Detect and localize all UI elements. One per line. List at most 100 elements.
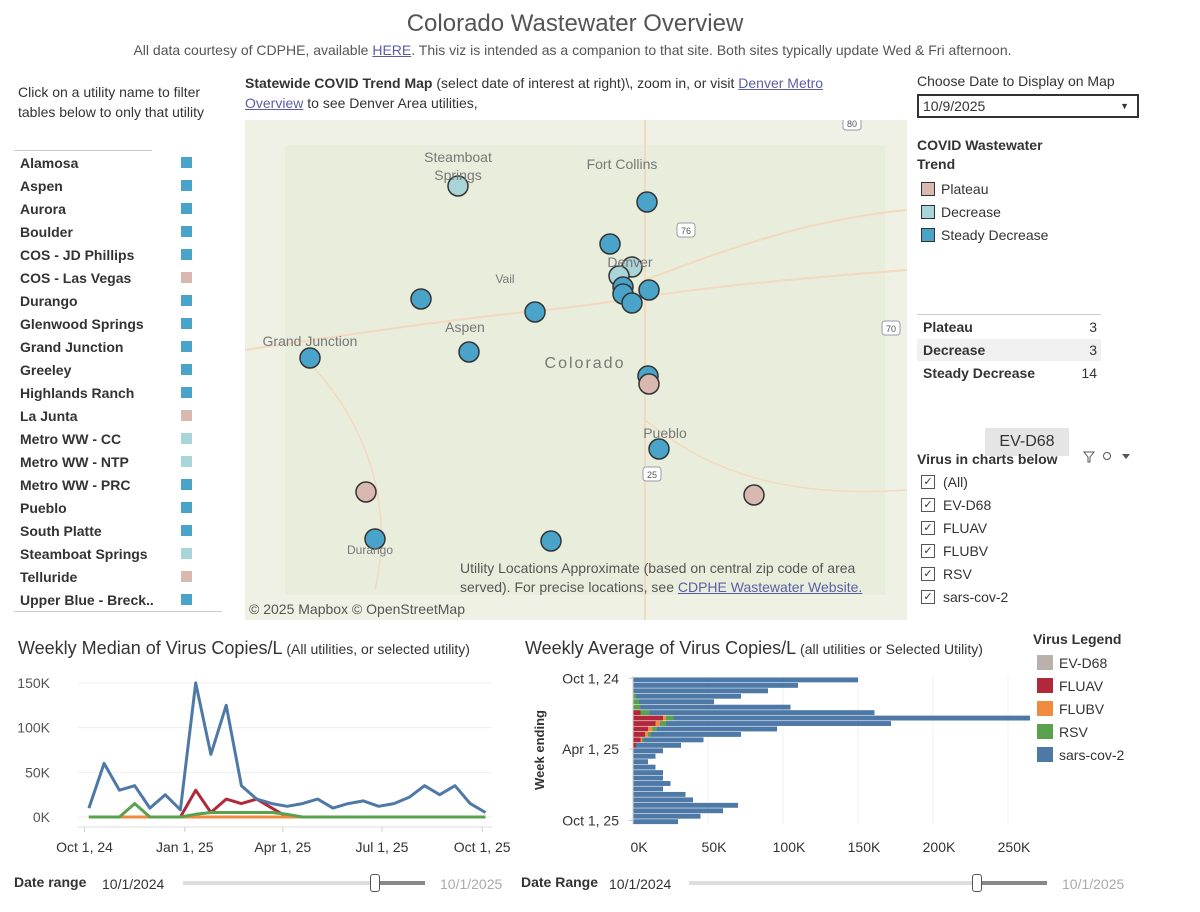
slider-fill bbox=[373, 881, 425, 885]
place-label: Grand Junction bbox=[263, 333, 358, 349]
checkbox[interactable]: ✓ bbox=[921, 498, 935, 512]
filter-option[interactable]: FLUAV bbox=[943, 520, 988, 536]
attribution: © 2025 Mapbox © OpenStreetMap bbox=[249, 601, 465, 617]
utility-name[interactable]: Glenwood Springs bbox=[20, 316, 144, 332]
count-value: 14 bbox=[1081, 365, 1097, 381]
legend-label: FLUAV bbox=[1059, 678, 1104, 694]
chart-title: Weekly Average of Virus Copies/L bbox=[525, 638, 797, 658]
filter-option[interactable]: sars-cov-2 bbox=[943, 589, 1009, 605]
utility-name[interactable]: Aspen bbox=[20, 178, 63, 194]
filter-icon[interactable] bbox=[1082, 451, 1096, 463]
marker[interactable] bbox=[355, 481, 377, 503]
marker[interactable] bbox=[299, 347, 321, 369]
marker[interactable] bbox=[648, 438, 670, 460]
marker[interactable] bbox=[599, 233, 621, 255]
utility-name[interactable]: Upper Blue - Breck.. bbox=[20, 592, 154, 608]
filter-icons[interactable] bbox=[1082, 450, 1132, 464]
utility-swatch bbox=[181, 180, 192, 191]
slider-handle[interactable] bbox=[972, 874, 982, 892]
bar-segment bbox=[633, 786, 663, 792]
chart-title: Weekly Median of Virus Copies/L bbox=[18, 638, 283, 658]
search-icon[interactable] bbox=[1103, 452, 1111, 460]
filter-option[interactable]: EV-D68 bbox=[943, 497, 992, 513]
legend-label: Plateau bbox=[941, 181, 989, 197]
utility-name[interactable]: Greeley bbox=[20, 362, 72, 378]
utility-name[interactable]: Grand Junction bbox=[20, 339, 124, 355]
checkbox[interactable]: ✓ bbox=[921, 544, 935, 558]
place-label: Aspen bbox=[445, 319, 485, 335]
filter-option[interactable]: FLUBV bbox=[943, 543, 989, 559]
utility-swatch bbox=[181, 433, 192, 444]
menu-icon[interactable] bbox=[1122, 454, 1130, 459]
bar-segment bbox=[666, 715, 674, 721]
count-row: Plateau 3 bbox=[917, 316, 1101, 338]
x-tick-label: Jul 1, 25 bbox=[355, 839, 408, 855]
utility-swatch bbox=[181, 226, 192, 237]
bar-segment bbox=[633, 726, 648, 732]
utility-name[interactable]: Telluride bbox=[20, 569, 78, 585]
range-start: 10/1/2024 bbox=[609, 876, 672, 892]
place-labels: Steamboat Springs Fort Collins Denver Va… bbox=[263, 149, 687, 557]
checkbox[interactable]: ✓ bbox=[921, 521, 935, 535]
marker[interactable] bbox=[743, 484, 765, 506]
marker[interactable] bbox=[638, 373, 660, 395]
bar-segment bbox=[636, 742, 681, 748]
marker[interactable] bbox=[364, 528, 386, 550]
subtitle: All data courtesy of CDPHE, available HE… bbox=[0, 42, 1145, 58]
marker[interactable] bbox=[638, 279, 660, 301]
bar-segment bbox=[645, 731, 648, 737]
filter-option[interactable]: (All) bbox=[943, 474, 968, 490]
utility-name[interactable]: La Junta bbox=[20, 408, 78, 424]
slider-handle[interactable] bbox=[370, 874, 380, 892]
link[interactable]: CDPHE Wastewater Website. bbox=[677, 579, 863, 595]
marker[interactable] bbox=[621, 292, 643, 314]
utility-swatch bbox=[181, 594, 192, 605]
map-heading: Statewide COVID Trend Map (select date o… bbox=[245, 73, 885, 113]
marker[interactable] bbox=[540, 530, 562, 552]
bar-segment bbox=[633, 775, 663, 781]
utility-name[interactable]: Metro WW - CC bbox=[20, 431, 122, 447]
checkbox[interactable]: ✓ bbox=[921, 475, 935, 489]
utility-name[interactable]: Pueblo bbox=[20, 500, 67, 516]
utility-name[interactable]: Durango bbox=[20, 293, 78, 309]
map[interactable]: Steamboat Springs Fort Collins Denver Va… bbox=[245, 120, 907, 620]
marker[interactable] bbox=[410, 288, 432, 310]
marker[interactable] bbox=[447, 175, 469, 197]
utility-name[interactable]: Metro WW - PRC bbox=[20, 477, 131, 493]
utility-name[interactable]: Highlands Ranch bbox=[20, 385, 135, 401]
utility-name[interactable]: Alamosa bbox=[20, 155, 79, 171]
link[interactable]: Denver Metro Overview bbox=[245, 75, 824, 111]
road bbox=[304, 357, 382, 591]
virus-legend-title: Virus Legend bbox=[1033, 631, 1122, 647]
utility-name[interactable]: Boulder bbox=[20, 224, 73, 240]
utility-swatch bbox=[181, 272, 192, 283]
checkbox[interactable]: ✓ bbox=[921, 567, 935, 581]
utility-markers bbox=[299, 175, 765, 552]
utility-name[interactable]: Aurora bbox=[20, 201, 66, 217]
marker[interactable] bbox=[524, 301, 546, 323]
legend-label: EV-D68 bbox=[1059, 655, 1108, 671]
marker[interactable] bbox=[458, 341, 480, 363]
legend-swatch bbox=[921, 228, 935, 242]
date-picker[interactable]: 10/9/2025 ▼ bbox=[917, 94, 1139, 118]
checkbox[interactable]: ✓ bbox=[921, 590, 935, 604]
chart-subtitle: (all utilities or Selected Utility) bbox=[796, 641, 983, 657]
link[interactable]: HERE bbox=[372, 42, 412, 58]
y-tick-label: 50K bbox=[25, 764, 51, 780]
utility-name[interactable]: Metro WW - NTP bbox=[20, 454, 129, 470]
utility-name[interactable]: COS - JD Phillips bbox=[20, 247, 135, 263]
legend-swatch bbox=[1037, 724, 1053, 739]
marker[interactable] bbox=[636, 191, 658, 213]
subtitle-text: . This viz is intended as a companion to… bbox=[411, 42, 1012, 58]
bar-segment bbox=[648, 726, 653, 732]
filter-option[interactable]: RSV bbox=[943, 566, 972, 582]
utility-name[interactable]: South Platte bbox=[20, 523, 102, 539]
map-note: Utility Locations Approximate (based on … bbox=[460, 559, 890, 597]
utility-swatch bbox=[181, 479, 192, 490]
utility-swatch bbox=[181, 203, 192, 214]
legend-label: Steady Decrease bbox=[941, 227, 1049, 243]
y-tick-label: Oct 1, 24 bbox=[562, 670, 619, 686]
utility-name[interactable]: COS - Las Vegas bbox=[20, 270, 132, 286]
utility-swatch bbox=[181, 571, 192, 582]
utility-name[interactable]: Steamboat Springs bbox=[20, 546, 148, 562]
